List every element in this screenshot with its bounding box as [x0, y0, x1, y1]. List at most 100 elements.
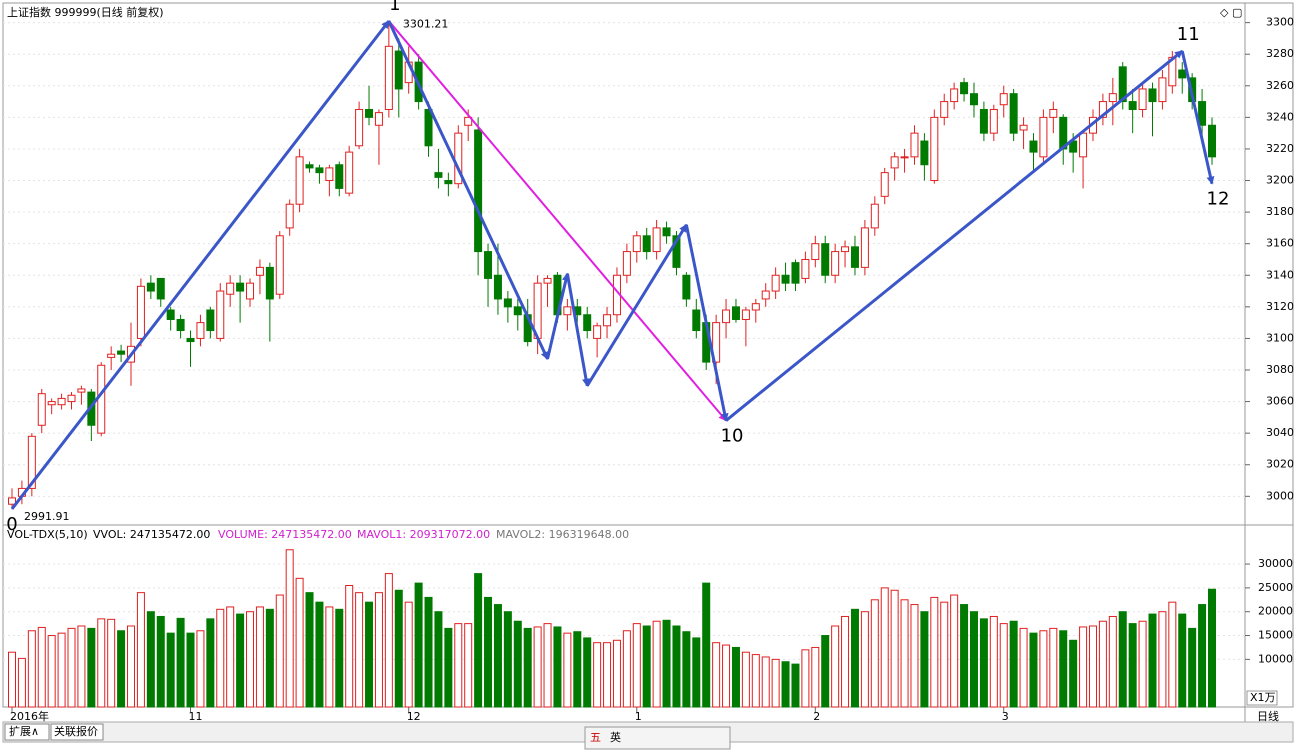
candle-body: [285, 203, 294, 229]
volume-bar: [1029, 632, 1038, 708]
volume-bar: [801, 649, 810, 708]
candle-body: [999, 93, 1008, 106]
volume-bar: [186, 632, 195, 708]
volume-bar: [146, 611, 155, 708]
candle-body: [255, 266, 264, 276]
volume-bar: [335, 608, 344, 708]
wave-segment: [684, 224, 729, 422]
candle-body: [206, 309, 215, 332]
y-tick-label: 3200: [1266, 174, 1294, 187]
y-tick-label: 20000: [1258, 605, 1293, 618]
candle-body: [295, 156, 304, 205]
volume-bar: [890, 589, 899, 708]
wave-segment: [585, 223, 688, 387]
volume-bar: [999, 623, 1008, 708]
volume-bar: [355, 592, 364, 708]
volume-bar: [771, 658, 780, 708]
candle-body: [632, 235, 641, 253]
candle-body: [1208, 124, 1216, 158]
candle-body: [622, 251, 631, 276]
y-tick-label: 3260: [1266, 79, 1294, 92]
candle-body: [900, 156, 909, 159]
volume-bar: [236, 613, 245, 708]
candle-body: [1118, 66, 1127, 103]
vvol-label: VVOL: 247135472.00: [93, 528, 210, 541]
mavol2-label: MAVOL2: 196319648.00: [496, 528, 629, 541]
volume-bar: [444, 627, 453, 708]
volume-bar: [414, 582, 423, 708]
ime-toolbar[interactable]: [584, 726, 731, 750]
candle-body: [315, 167, 324, 174]
candle-body: [513, 306, 522, 316]
volume-bar: [57, 632, 66, 708]
volume-bar: [860, 611, 869, 708]
volume-bar: [870, 599, 879, 708]
window-icons[interactable]: ◇ ▢: [1220, 6, 1242, 19]
wave-segment: [546, 272, 570, 360]
volume-bar: [811, 646, 820, 708]
candle-body: [831, 251, 840, 276]
period-label[interactable]: 日线: [1257, 709, 1279, 723]
volume-bar: [17, 657, 26, 708]
candle-body: [503, 298, 512, 308]
volume-bar: [1088, 625, 1097, 708]
tab-label[interactable]: 关联报价: [54, 724, 98, 738]
x-tick-label: 1: [635, 710, 642, 723]
volume-bar: [523, 627, 532, 708]
volume-bar: [107, 618, 116, 708]
candle-body: [1148, 88, 1157, 103]
volume-bar: [176, 617, 185, 708]
volume-bar: [652, 620, 661, 708]
volume-bar: [741, 651, 750, 708]
candle-body: [1198, 101, 1207, 126]
y-tick-label: 25000: [1258, 581, 1293, 594]
volume-bar: [722, 644, 731, 708]
volume-bar: [1098, 620, 1107, 708]
wave-segment: [1180, 50, 1215, 185]
candle-body: [196, 322, 205, 339]
volume-bar: [751, 654, 760, 708]
volume-bar: [513, 620, 522, 708]
volume-bar: [940, 601, 949, 708]
candle-body: [662, 227, 671, 237]
tab[interactable]: [50, 723, 104, 741]
volume-bar: [275, 594, 284, 708]
volume-bar: [434, 611, 443, 708]
volume-bar: [910, 604, 919, 708]
volume-bar: [404, 601, 413, 708]
candle-body: [1039, 116, 1048, 158]
candle-body: [97, 364, 106, 434]
candle-body: [216, 290, 225, 339]
tab[interactable]: [4, 723, 50, 741]
volume-bar: [1049, 627, 1058, 708]
candle-body: [107, 353, 116, 358]
volume-bar: [67, 627, 76, 708]
candle-body: [880, 172, 889, 197]
candle-body: [761, 290, 770, 300]
volume-bar: [484, 596, 493, 708]
candle-body: [464, 116, 473, 126]
candle-body: [1128, 101, 1137, 110]
candle-body: [325, 167, 334, 182]
x-tick-label: 2016年: [10, 709, 49, 723]
volume-bar: [37, 626, 46, 708]
candle-body: [226, 282, 235, 295]
candle-body: [930, 116, 939, 182]
candle-body: [989, 108, 998, 134]
y-tick-label: 3240: [1266, 110, 1294, 123]
candle-body: [722, 309, 731, 324]
volume-bar: [672, 625, 681, 708]
candle-body: [117, 350, 126, 355]
volume-bar: [960, 604, 969, 708]
candle-body: [950, 88, 959, 103]
candle-body: [563, 306, 572, 316]
tab-label[interactable]: 扩展∧: [9, 724, 39, 738]
ime-mode[interactable]: 五: [590, 731, 601, 744]
volume-bar: [662, 619, 671, 708]
volume-bar: [365, 601, 374, 708]
volume-bar: [1168, 601, 1177, 708]
candle-body: [136, 285, 145, 339]
ime-lang[interactable]: 英: [610, 730, 621, 744]
volume-bar: [692, 637, 701, 708]
wave-label: 10: [721, 426, 744, 447]
